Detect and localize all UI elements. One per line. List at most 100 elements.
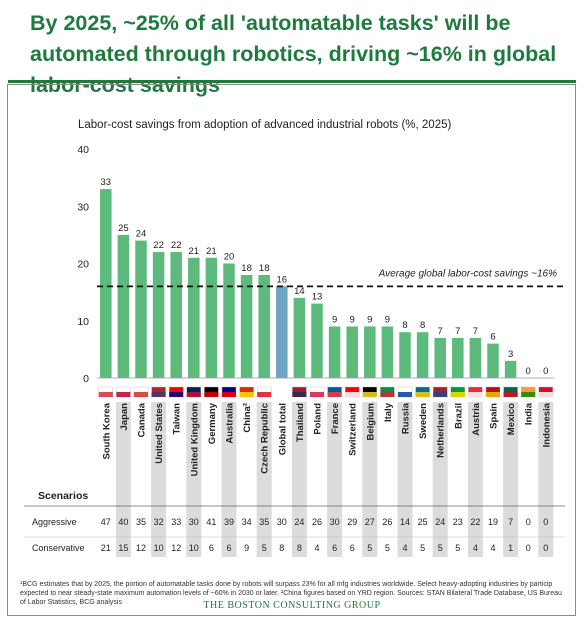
category-label: Thailand	[295, 403, 306, 442]
scenario-cell: 22	[470, 517, 480, 527]
category-band	[503, 402, 519, 557]
bar	[504, 360, 517, 378]
flag-be-icon-stripe	[362, 392, 377, 397]
scenario-cell: 8	[297, 543, 302, 553]
category-label: Austria	[471, 402, 482, 435]
scenario-row-label: Aggressive	[32, 517, 77, 527]
scenario-cell: 21	[101, 543, 111, 553]
flag-nl-icon-stripe	[433, 392, 448, 397]
bar	[434, 337, 446, 378]
category-label: China²	[242, 403, 253, 433]
data-label: 18	[259, 263, 270, 274]
scenario-cell: 34	[242, 517, 252, 527]
flag-es-icon-stripe	[486, 392, 500, 397]
category-label: Taiwan	[172, 403, 183, 435]
bar	[364, 326, 376, 378]
flag-ca-icon-stripe	[134, 392, 148, 397]
data-label: 9	[385, 314, 390, 325]
scenario-cell: 7	[508, 517, 513, 527]
category-label: Germany	[207, 402, 218, 444]
flag-it-icon-stripe	[380, 392, 395, 397]
category-band	[362, 402, 378, 557]
bar	[117, 234, 130, 378]
scenario-cell: 0	[543, 543, 548, 553]
scenario-cell: 5	[455, 543, 460, 553]
flag-at-icon-stripe	[468, 392, 483, 397]
data-label: 33	[101, 177, 112, 188]
bar	[381, 326, 394, 378]
reference-line-label: Average global labor-cost savings ~16%	[378, 268, 557, 279]
data-label: 18	[241, 263, 252, 274]
data-label: 3	[508, 349, 513, 360]
y-tick-label: 10	[77, 316, 89, 328]
footnote: ¹BCG estimates that by 2025, the portion…	[20, 581, 562, 606]
category-label: Poland	[313, 403, 324, 435]
scenario-cell: 30	[189, 517, 199, 527]
scenario-cell: 5	[438, 543, 443, 553]
bar	[188, 257, 200, 378]
category-label: Canada	[137, 402, 148, 437]
scenario-cell: 14	[400, 517, 410, 527]
scenario-cell: 0	[526, 543, 531, 553]
category-label: Czech Republic	[260, 403, 271, 474]
scenario-cell: 24	[435, 517, 445, 527]
y-tick-label: 40	[77, 144, 89, 156]
category-label: Global total	[277, 403, 288, 455]
scenario-cell: 0	[526, 517, 531, 527]
flag-kr-icon-stripe	[98, 392, 113, 397]
data-label: 0	[543, 366, 548, 377]
category-label: Spain	[489, 403, 500, 429]
scenario-cell: 35	[259, 517, 269, 527]
bar	[487, 343, 499, 378]
data-label: 7	[455, 326, 460, 337]
category-label: Sweden	[418, 403, 429, 439]
scenario-cell: 40	[118, 517, 128, 527]
bar	[135, 240, 147, 378]
category-label: India	[524, 402, 535, 425]
category-band	[467, 402, 483, 557]
headline: By 2025, ~25% of all 'automatable tasks'…	[30, 11, 557, 97]
scenario-cell: 4	[490, 543, 495, 553]
category-band	[538, 402, 554, 557]
flag-cz-icon-stripe	[257, 392, 272, 397]
scenario-cell: 29	[347, 517, 357, 527]
scenario-cell: 4	[473, 543, 478, 553]
category-band	[327, 402, 343, 557]
bar	[258, 274, 270, 378]
scenario-cell: 24	[294, 517, 304, 527]
data-label: 7	[438, 326, 443, 337]
flag-br-icon-stripe	[450, 392, 465, 397]
flag-au-icon-stripe	[222, 392, 236, 397]
category-band	[432, 402, 448, 557]
category-band	[151, 402, 167, 557]
category-label: France	[330, 403, 341, 434]
flag-gb-icon-stripe	[186, 392, 201, 397]
data-label: 16	[277, 274, 288, 285]
scenarios-heading: Scenarios	[38, 490, 88, 502]
scenario-cell: 5	[420, 543, 425, 553]
scenario-cell: 35	[136, 517, 146, 527]
scenario-cell: 9	[244, 543, 249, 553]
scenario-cell: 23	[453, 517, 463, 527]
y-tick-label: 20	[77, 259, 89, 271]
brand-logo: THE BOSTON CONSULTING GROUP	[203, 600, 381, 611]
flag-fr-icon-stripe	[327, 392, 342, 397]
bar	[276, 286, 288, 378]
bar	[152, 252, 165, 378]
category-label: Japan	[119, 403, 130, 431]
scenario-cell: 19	[488, 517, 498, 527]
data-label: 9	[350, 314, 355, 325]
data-label: 22	[171, 240, 182, 251]
scenario-cell: 33	[171, 517, 181, 527]
scenario-cell: 39	[224, 517, 234, 527]
scenario-cell: 32	[154, 517, 164, 527]
scenario-cell: 5	[367, 543, 372, 553]
scenario-cell: 4	[314, 543, 319, 553]
bar	[100, 189, 112, 378]
category-label: United States	[154, 403, 165, 464]
bar	[240, 274, 253, 378]
scenario-cell: 12	[171, 543, 181, 553]
scenario-cell: 27	[365, 517, 375, 527]
bar	[170, 252, 182, 378]
category-label: Indonesia	[541, 402, 552, 447]
